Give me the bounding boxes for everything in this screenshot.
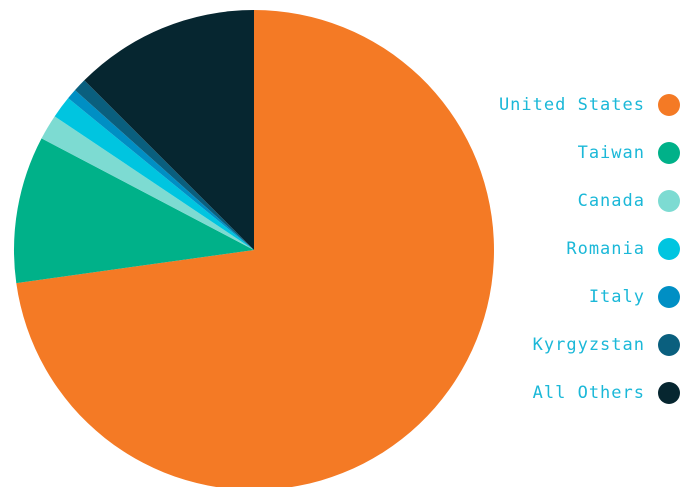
pie-slice: [84, 10, 254, 250]
pie-slice: [74, 80, 255, 250]
pie-slice: [54, 98, 254, 250]
legend-label: Romania: [566, 239, 645, 259]
legend-swatch: [658, 190, 680, 212]
pie-slice: [14, 138, 255, 284]
pie-slice: [68, 90, 254, 250]
legend-swatch: [658, 94, 680, 116]
legend-swatch: [658, 238, 680, 260]
legend-label: Kyrgyzstan: [533, 335, 645, 355]
pie-slice: [16, 10, 494, 487]
legend-swatch: [658, 382, 680, 404]
legend-label: Taiwan: [578, 143, 645, 163]
legend-swatch: [658, 142, 680, 164]
pie-slice: [41, 116, 254, 250]
legend-swatch: [658, 286, 680, 308]
legend-label: Canada: [578, 191, 645, 211]
legend-swatch: [658, 334, 680, 356]
legend-label: United States: [499, 95, 645, 115]
legend-label: All Others: [533, 383, 645, 403]
legend-label: Italy: [589, 287, 645, 307]
